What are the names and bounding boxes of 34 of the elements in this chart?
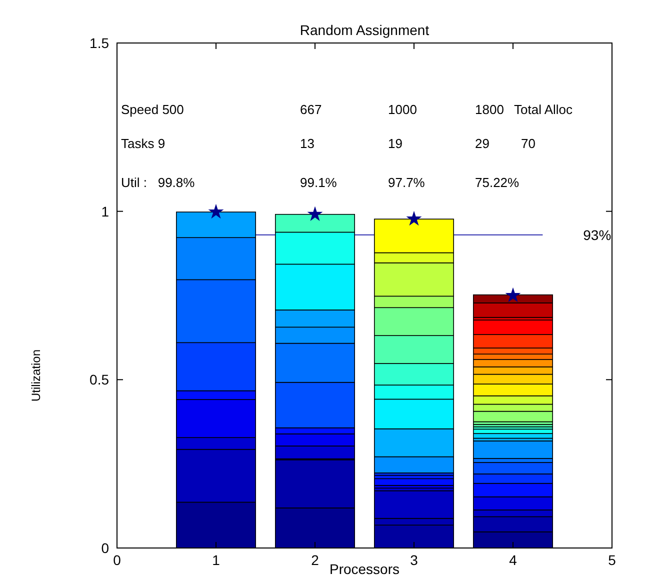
annotation: Tasks 9	[121, 136, 166, 151]
bar	[374, 478, 454, 486]
annotation: 99.1%	[300, 175, 338, 190]
annotation: Speed 500	[121, 102, 184, 117]
point	[407, 212, 421, 225]
annotation: 1800	[475, 102, 504, 117]
x-axis-title: Processors	[329, 561, 400, 577]
bar	[473, 440, 553, 459]
annotation: Util : 99.8%	[121, 175, 196, 190]
x-tick-label: 1	[212, 552, 220, 568]
annotation: 19	[388, 136, 402, 151]
point	[506, 288, 520, 302]
point	[308, 207, 322, 220]
x-tick-label: 3	[410, 552, 418, 568]
x-tick-label: 0	[113, 552, 122, 568]
ref-line-label: 93%	[583, 226, 612, 243]
y-tick-label: 0.5	[90, 372, 110, 388]
y-axis-title: Utilization	[29, 349, 43, 402]
annotation: 13	[300, 136, 314, 151]
annotation: 29	[475, 136, 490, 151]
annotation: 667	[300, 102, 322, 117]
x-tick-label: 4	[509, 552, 518, 568]
x-tick-label: 2	[311, 552, 320, 568]
annotation: 75.22%	[475, 175, 520, 190]
annotation: 97.7%	[388, 175, 426, 190]
y-tick-label: 1	[101, 203, 110, 220]
annotation: Total Alloc	[514, 102, 574, 117]
y-tick-label: 1.5	[90, 35, 110, 51]
chart-title: Random Assignment	[300, 22, 430, 38]
annotation: 1000	[388, 102, 417, 117]
point	[209, 204, 223, 218]
y-tick-label: 0	[101, 540, 110, 556]
annotation: 70	[521, 136, 536, 151]
x-tick-label: 5	[608, 552, 616, 568]
